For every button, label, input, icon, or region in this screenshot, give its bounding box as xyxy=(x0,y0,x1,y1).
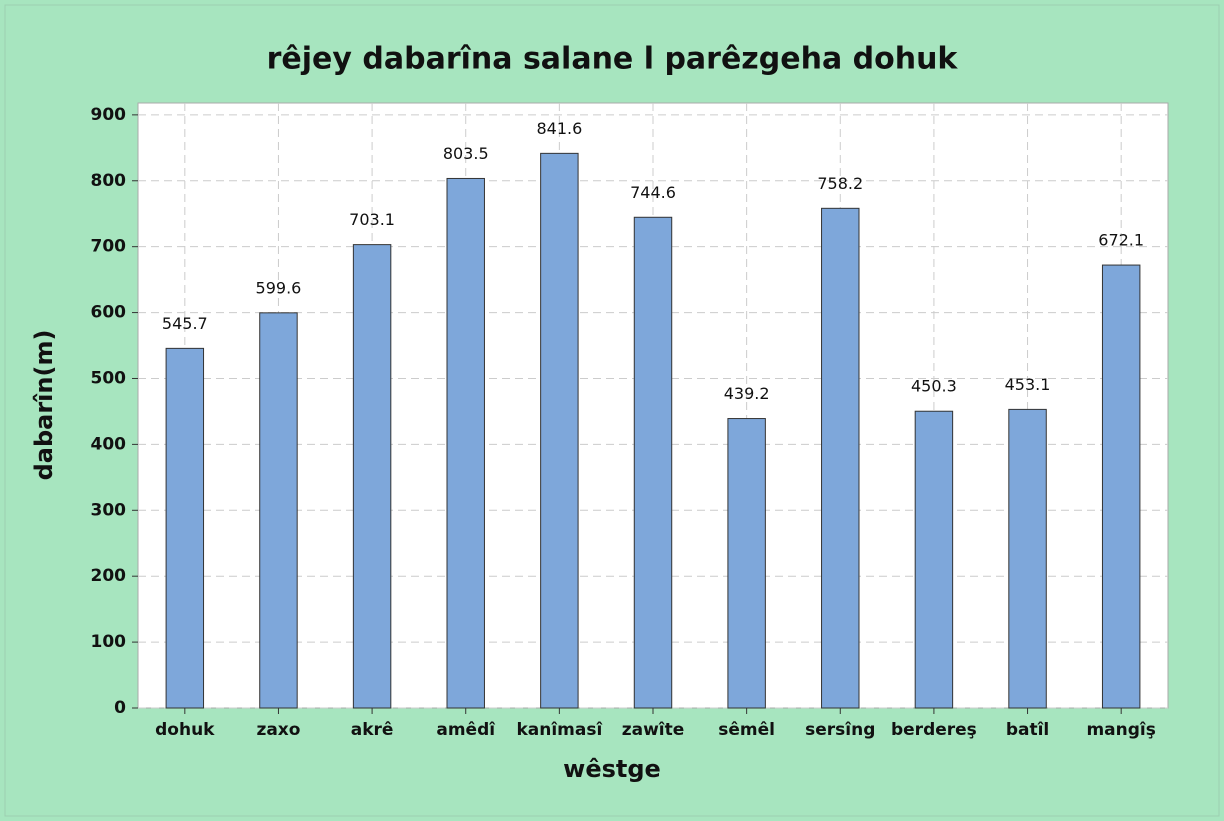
chart-title: rêjey dabarîna salane l parêzgeha dohuk xyxy=(267,42,959,77)
y-tick-label: 800 xyxy=(91,171,127,191)
bar xyxy=(352,244,392,709)
data-label: 758.2 xyxy=(817,174,863,193)
data-label: 453.1 xyxy=(1005,375,1051,394)
data-label: 744.6 xyxy=(630,183,676,202)
y-tick-label: 600 xyxy=(91,303,127,323)
frame xyxy=(4,4,1220,817)
y-tick-label: 700 xyxy=(91,237,127,257)
data-label: 599.6 xyxy=(256,278,302,297)
data-label: 803.5 xyxy=(443,144,489,163)
data-label: 439.2 xyxy=(724,384,770,403)
bar xyxy=(540,152,579,709)
bar xyxy=(727,418,766,709)
bar xyxy=(165,347,205,709)
y-tick-label: 400 xyxy=(91,434,127,454)
y-tick-label: 500 xyxy=(91,368,127,388)
bar xyxy=(446,177,485,709)
y-tick-label: 0 xyxy=(114,698,126,718)
bar xyxy=(259,312,298,709)
x-tick-label: dohuk xyxy=(155,720,215,740)
x-tick-label: zaxo xyxy=(256,720,300,740)
x-tick-label: sêmêl xyxy=(718,720,775,740)
data-label: 545.7 xyxy=(162,314,208,333)
x-tick-label: batîl xyxy=(1006,720,1049,740)
y-axis-label: dabarîn(m) xyxy=(30,330,58,481)
bar xyxy=(914,410,954,709)
x-axis-label: wêstge xyxy=(563,755,661,783)
x-tick-label: mangîş xyxy=(1086,720,1155,740)
bar xyxy=(633,216,673,709)
y-tick-label: 300 xyxy=(91,500,127,520)
data-label: 841.6 xyxy=(536,119,582,138)
x-tick-label: zawîte xyxy=(622,720,685,740)
data-label: 450.3 xyxy=(911,377,957,396)
bar xyxy=(821,207,860,709)
x-tick-label: akrê xyxy=(351,720,394,740)
x-tick-label: kanîmasî xyxy=(516,720,603,740)
bar xyxy=(1008,408,1047,709)
data-label: 703.1 xyxy=(349,210,395,229)
bar xyxy=(1101,264,1141,709)
x-tick-label: berdereş xyxy=(891,720,977,740)
y-tick-label: 200 xyxy=(91,566,127,586)
y-tick-label: 100 xyxy=(91,632,127,652)
y-tick-label: 900 xyxy=(91,105,127,125)
x-tick-label: amêdî xyxy=(436,720,496,740)
x-tick-label: sersîng xyxy=(805,720,875,740)
data-label: 672.1 xyxy=(1098,231,1144,250)
